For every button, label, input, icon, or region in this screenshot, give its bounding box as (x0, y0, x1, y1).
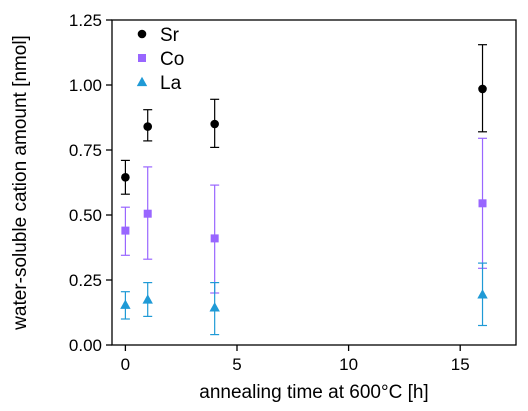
series-sr (120, 44, 488, 195)
data-point (121, 173, 130, 182)
y-tick-label: 0.00 (69, 336, 102, 355)
y-axis-title: water-soluble cation amount [nmol] (10, 35, 31, 331)
legend-marker-co (138, 54, 146, 62)
y-tick-label: 0.25 (69, 271, 102, 290)
x-axis-title: annealing time at 600°C [h] (199, 382, 428, 403)
series-co (120, 137, 488, 294)
data-point (210, 234, 219, 243)
data-point (210, 119, 219, 129)
legend-marker-sr (137, 29, 147, 39)
data-point (121, 226, 130, 235)
data-point (120, 299, 131, 309)
data-point (142, 294, 153, 304)
plot-area (111, 19, 517, 346)
y-tick-label: 0.75 (69, 141, 102, 160)
data-point (209, 302, 220, 312)
y-tick-label: 0.50 (69, 206, 102, 225)
x-tick-label: 15 (451, 355, 470, 374)
y-axis-ticks: 0.00 0.25 0.50 0.75 1.00 1.25 (69, 11, 112, 355)
legend-label-co: Co (160, 49, 184, 70)
x-axis-ticks: 0 5 10 15 (121, 345, 470, 374)
legend-label-la: La (160, 73, 182, 94)
series-la (120, 262, 488, 336)
data-point (143, 209, 152, 218)
data-point (478, 199, 487, 208)
legend-marker-la (136, 76, 148, 87)
x-tick-label: 0 (121, 355, 130, 374)
data-point (143, 122, 153, 131)
data-point (477, 289, 488, 299)
legend: Sr Co La (136, 25, 184, 94)
y-tick-label: 1.00 (69, 76, 102, 95)
x-tick-label: 5 (232, 355, 241, 374)
x-tick-label: 10 (339, 355, 358, 374)
series-layer (120, 44, 488, 336)
data-point (478, 84, 487, 94)
y-tick-label: 1.25 (69, 11, 102, 30)
plot-frame (111, 19, 517, 346)
legend-label-sr: Sr (160, 25, 180, 46)
